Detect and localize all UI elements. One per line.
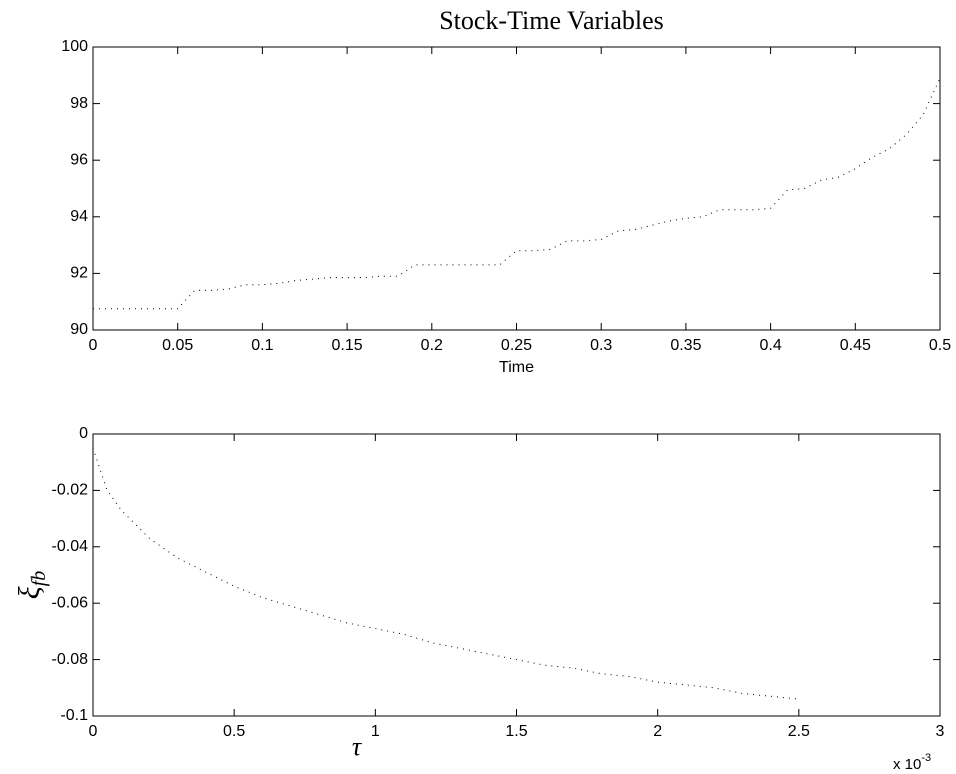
x-axis-label: τ [352, 732, 363, 761]
data-line [92, 447, 799, 700]
chart-title: Stock-Time Variables [439, 6, 664, 35]
x-tick-label: 0.15 [332, 337, 363, 354]
x-tick-label: 1.5 [505, 723, 527, 740]
x-axis-label: Time [499, 359, 534, 376]
x-tick-label: 0.3 [590, 337, 612, 354]
x-tick-label: 0.35 [670, 337, 701, 354]
x-tick-label: 1 [371, 723, 380, 740]
x-tick-label: 0.05 [162, 337, 193, 354]
y-tick-label: -0.08 [52, 651, 89, 668]
x-multiplier-base: x 10 [893, 756, 921, 773]
x-tick-label: 0.4 [759, 337, 781, 354]
y-axis-label-symbol: ξ [13, 586, 46, 599]
x-tick-label: 2.5 [788, 723, 810, 740]
x-tick-label: 0.25 [501, 337, 532, 354]
y-axis-label-subscript: fb [28, 571, 50, 587]
data-line [93, 77, 941, 310]
x-tick-label: 0.5 [929, 337, 951, 354]
x-tick-label: 0 [89, 723, 98, 740]
y-axis-label: ξfb [13, 571, 50, 599]
x-tick-label: 2 [653, 723, 662, 740]
y-tick-label: -0.04 [52, 538, 89, 555]
x-multiplier-exponent: -3 [921, 752, 931, 764]
x-multiplier: x 10-3 [893, 752, 931, 773]
y-tick-label: -0.02 [52, 482, 89, 499]
y-tick-label: 96 [70, 151, 88, 168]
y-tick-label: 98 [70, 95, 88, 112]
x-tick-label: 0.2 [421, 337, 443, 354]
x-tick-label: 0.45 [840, 337, 871, 354]
x-tick-label: 0.1 [251, 337, 273, 354]
y-tick-label: -0.1 [60, 707, 88, 724]
y-tick-label: 0 [79, 425, 88, 442]
x-tick-label: 0.5 [223, 723, 245, 740]
y-tick-label: 92 [70, 265, 88, 282]
x-tick-label: 0 [89, 337, 98, 354]
y-tick-label: 94 [70, 208, 88, 225]
y-tick-label: 100 [61, 38, 88, 55]
y-tick-label: -0.06 [52, 594, 89, 611]
x-tick-label: 3 [936, 723, 945, 740]
y-tick-label: 90 [70, 321, 88, 338]
